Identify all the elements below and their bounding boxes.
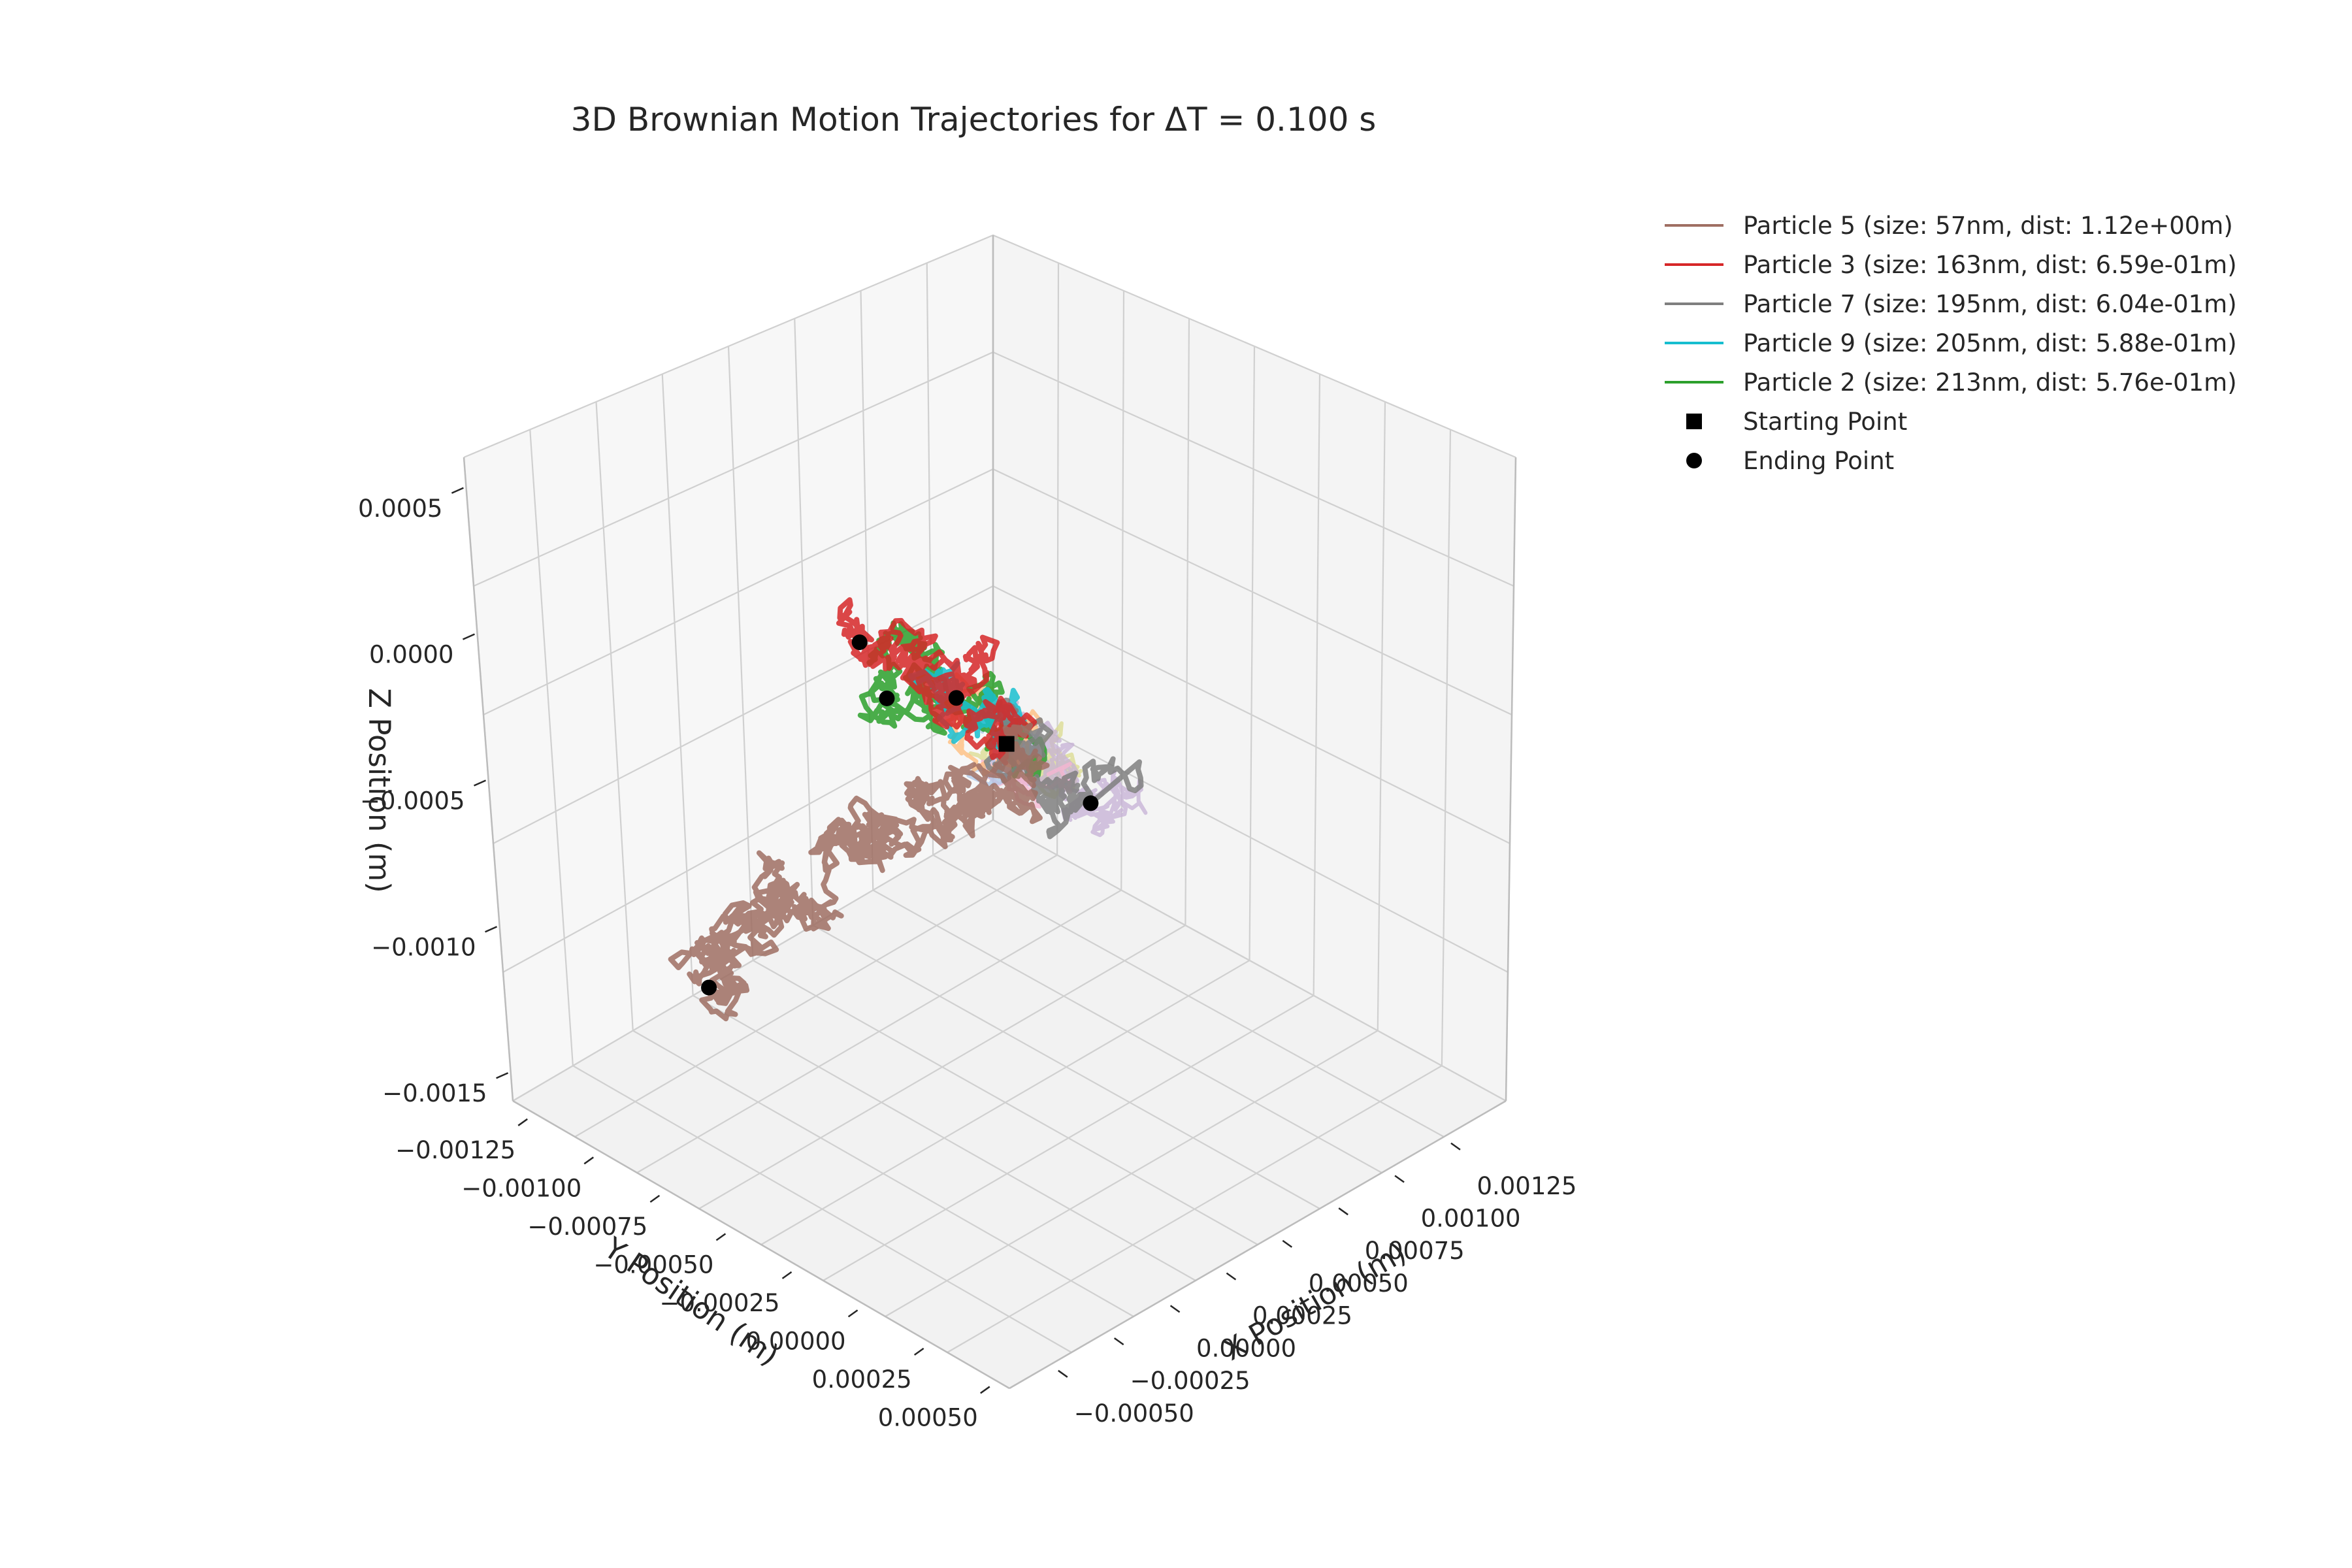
x-axis-line [1009, 1100, 1507, 1390]
tick-labels: −0.00050 −0.00025 0.00000 0.00025 0.00050 0.0… [358, 487, 1576, 1431]
legend-entry: Particle 9 (size: 205nm, dist: 5.88e-01m… [1743, 329, 2237, 357]
grid-line [752, 960, 1258, 1245]
starting-point-marker [998, 736, 1015, 752]
ending-point-marker [879, 690, 895, 706]
legend-square-marker [1686, 414, 1702, 429]
tick-mark [496, 1072, 509, 1079]
tick-mark [781, 1271, 792, 1279]
grid-line [1377, 401, 1386, 1031]
grid-line [595, 401, 634, 1031]
z-axis-label: Z Position (m) [362, 688, 397, 893]
grid-line [947, 1065, 1443, 1353]
tick-mark [1282, 1239, 1293, 1248]
tick-mark [485, 926, 498, 933]
chart-title: 3D Brownian Motion Trajectories for ΔT =… [571, 101, 1377, 139]
x-tick-label: 0.00050 [1309, 1269, 1409, 1298]
trajectories [668, 597, 1148, 1022]
x-tick-label: 0.00100 [1421, 1204, 1521, 1232]
x-tick-label: 0.00000 [1196, 1334, 1296, 1362]
tick-mark [715, 1233, 727, 1241]
tick-mark [1058, 1369, 1068, 1378]
y-tick-label: 0.00050 [878, 1403, 978, 1431]
grid-line [860, 290, 874, 890]
grid-line [1441, 429, 1452, 1066]
grid-line [661, 374, 694, 996]
legend-entry: Particle 5 (size: 57nm, dist: 1.12e+00m) [1743, 212, 2233, 240]
x-axis-label: X Position (m) [1217, 1235, 1412, 1367]
trajectory-line [668, 723, 1050, 1022]
legend-entry: Particle 7 (size: 195nm, dist: 6.04e-01m… [1743, 290, 2237, 318]
z-tick-label: −0.0015 [382, 1079, 487, 1107]
legend-entry: Particle 3 (size: 163nm, dist: 6.59e-01m… [1743, 251, 2237, 279]
y-tick-label: 0.00000 [746, 1327, 846, 1355]
y-tick-label: −0.00100 [461, 1174, 581, 1202]
tick-mark [1394, 1175, 1405, 1183]
grid-line [1184, 318, 1190, 926]
tick-mark [980, 1386, 990, 1394]
y-axis-line [512, 1100, 1010, 1390]
z-tick-label: −0.0010 [371, 933, 476, 961]
y-tick-label: −0.00125 [395, 1136, 515, 1164]
x-tick-label: 0.00125 [1477, 1172, 1576, 1200]
z-axis-line [463, 457, 514, 1102]
legend-entry: Ending Point [1743, 447, 1894, 475]
y-tick-label: −0.00050 [593, 1250, 713, 1279]
grid-line [823, 994, 1315, 1281]
ending-point-marker [851, 634, 868, 651]
y-tick-label: −0.00075 [527, 1213, 647, 1241]
legend-circle-marker [1686, 453, 1702, 468]
grid-line [926, 263, 934, 855]
tick-mark [1226, 1272, 1237, 1281]
tick-mark [913, 1347, 924, 1356]
tick-mark [583, 1156, 595, 1165]
grid-line [885, 1030, 1379, 1317]
tick-mark [451, 487, 464, 494]
ending-point-marker [701, 979, 717, 996]
tick-mark [462, 633, 475, 640]
tick-mark [1338, 1207, 1348, 1216]
tick-mark [847, 1309, 858, 1318]
grid-line [932, 854, 1445, 1137]
trajectory-line [836, 597, 1037, 766]
grid-line [1313, 374, 1321, 996]
legend-entry: Starting Point [1743, 408, 1907, 436]
grid-line [529, 429, 574, 1066]
tick-mark [1169, 1305, 1181, 1313]
legend: Particle 5 (size: 57nm, dist: 1.12e+00m)… [1665, 212, 2237, 475]
tick-mark [473, 779, 487, 787]
tick-mark [1113, 1337, 1124, 1346]
x-tick-label: −0.00025 [1130, 1367, 1250, 1395]
z-tick-label: −0.0005 [360, 787, 465, 815]
grid-line [727, 346, 754, 961]
right-edge [1505, 457, 1517, 1102]
grid-line [794, 318, 814, 926]
x-tick-label: −0.00050 [1074, 1399, 1194, 1428]
grid-line [872, 889, 1382, 1173]
legend-entry: Particle 2 (size: 213nm, dist: 5.76e-01m… [1743, 368, 2237, 397]
ending-point-marker [948, 690, 964, 706]
grid-line [812, 924, 1320, 1209]
tick-mark [517, 1118, 528, 1126]
grid-line [1249, 346, 1256, 961]
point-markers [701, 634, 1099, 996]
ending-point-marker [1083, 795, 1099, 811]
z-tick-label: 0.0000 [369, 641, 453, 669]
y-tick-label: 0.00025 [812, 1365, 912, 1394]
x-tick-label: 0.00075 [1365, 1237, 1465, 1265]
tick-mark [649, 1194, 661, 1203]
left-wall-pane [464, 235, 993, 1101]
tick-mark [1450, 1142, 1461, 1151]
z-tick-label: 0.0005 [358, 495, 442, 523]
y-tick-label: −0.00025 [660, 1289, 780, 1317]
x-tick-label: 0.00025 [1252, 1302, 1352, 1330]
